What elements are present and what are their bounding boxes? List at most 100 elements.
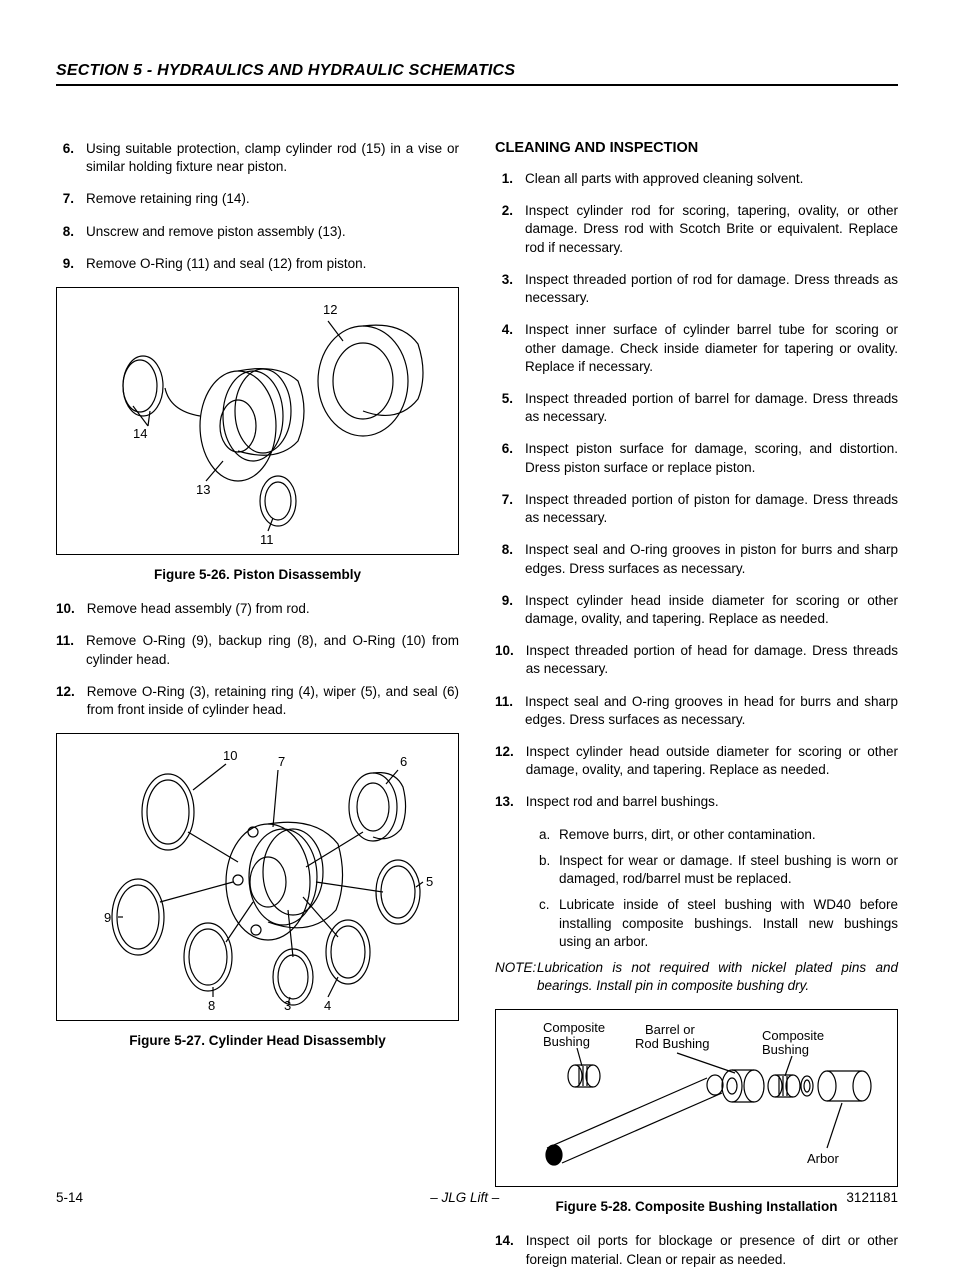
step-9: 9. Remove O-Ring (11) and seal (12) from… [56,255,459,273]
step-number: 2. [495,202,525,257]
step-7: 7.Inspect threaded portion of piston for… [495,491,898,527]
step-text: Inspect threaded portion of piston for d… [525,491,898,527]
step-number: 8. [56,223,86,241]
callout-8: 8 [208,998,215,1012]
left-column: 6. Using suitable protection, clamp cyli… [56,140,459,1283]
step-text: Clean all parts with approved cleaning s… [525,170,898,188]
step-text: Inspect threaded portion of rod for dama… [525,271,898,307]
note-label: NOTE: [495,959,537,995]
label-composite-2a: Composite [762,1028,824,1043]
callout-4: 4 [324,998,331,1012]
disassembly-steps-b: 10. Remove head assembly (7) from rod. 1… [56,600,459,719]
callout-11: 11 [260,532,274,546]
step-number: 7. [495,491,525,527]
page-footer: 5-14 – JLG Lift – 3121181 [56,1190,898,1205]
callout-14: 14 [133,426,147,441]
step-number: 1. [495,170,525,188]
callout-9: 9 [104,910,111,925]
step-5: 5.Inspect threaded portion of barrel for… [495,390,898,426]
step-text: Remove O-Ring (9), backup ring (8), and … [86,632,459,668]
step-number: 9. [56,255,86,273]
step-number: 10. [56,600,87,618]
step-number: 3. [495,271,525,307]
label-barrel-a: Barrel or [645,1022,696,1037]
piston-disassembly-diagram: 12 14 13 11 [78,296,438,546]
step-number: 7. [56,190,86,208]
substep-text: Inspect for wear or damage. If steel bus… [559,852,898,888]
section-header: SECTION 5 - HYDRAULICS AND HYDRAULIC SCH… [56,62,898,86]
step-number: 11. [495,693,525,729]
step-number: 6. [495,440,525,476]
label-barrel-b: Rod Bushing [635,1036,709,1051]
callout-13: 13 [196,482,210,497]
label-composite-1b: Bushing [543,1034,590,1049]
callout-5: 5 [426,874,433,889]
step-text: Inspect inner surface of cylinder barrel… [525,321,898,376]
disassembly-steps-a: 6. Using suitable protection, clamp cyli… [56,140,459,273]
step-text: Using suitable protection, clamp cylinde… [86,140,459,176]
step-text: Inspect oil ports for blockage or presen… [526,1232,898,1268]
step-text: Remove O-Ring (11) and seal (12) from pi… [86,255,459,273]
footer-page-number: 5-14 [56,1190,83,1205]
note-text: Lubrication is not required with nickel … [537,959,898,995]
step-11: 11.Inspect seal and O-ring grooves in he… [495,693,898,729]
step-number: 9. [495,592,525,628]
callout-7: 7 [278,754,285,769]
step-1: 1.Clean all parts with approved cleaning… [495,170,898,188]
callout-6: 6 [400,754,407,769]
callout-10: 10 [223,748,237,763]
step-7: 7. Remove retaining ring (14). [56,190,459,208]
step-number: 13. [495,793,526,811]
step-text: Inspect threaded portion of head for dam… [526,642,898,678]
label-composite-2b: Bushing [762,1042,809,1057]
step-text: Inspect seal and O-ring grooves in head … [525,693,898,729]
step-2: 2.Inspect cylinder rod for scoring, tape… [495,202,898,257]
step-13: 13.Inspect rod and barrel bushings. [495,793,898,811]
step-10: 10.Inspect threaded portion of head for … [495,642,898,678]
step-9: 9.Inspect cylinder head inside diameter … [495,592,898,628]
step-text: Unscrew and remove piston assembly (13). [86,223,459,241]
right-column: CLEANING AND INSPECTION 1.Clean all part… [495,140,898,1283]
step-8: 8.Inspect seal and O-ring grooves in pis… [495,541,898,577]
step-text: Inspect piston surface for damage, scori… [525,440,898,476]
substep-label: b. [537,852,559,888]
inspection-steps: 1.Clean all parts with approved cleaning… [495,170,898,812]
substep-text: Lubricate inside of steel bushing with W… [559,896,898,951]
substep-b: b.Inspect for wear or damage. If steel b… [537,852,898,888]
step-text: Inspect cylinder head outside diameter f… [526,743,898,779]
substep-a: a.Remove burrs, dirt, or other contamina… [537,826,898,844]
label-arbor: Arbor [807,1151,839,1166]
step-6: 6.Inspect piston surface for damage, sco… [495,440,898,476]
step-text: Inspect cylinder rod for scoring, taperi… [525,202,898,257]
step-number: 11. [56,632,86,668]
footer-doc-id: 3121181 [846,1190,898,1205]
step-number: 12. [495,743,526,779]
step-number: 14. [495,1232,526,1268]
step-number: 4. [495,321,525,376]
figure-5-27-caption: Figure 5-27. Cylinder Head Disassembly [56,1033,459,1048]
step-11: 11. Remove O-Ring (9), backup ring (8), … [56,632,459,668]
step-14: 14.Inspect oil ports for blockage or pre… [495,1232,898,1268]
step-number: 6. [56,140,86,176]
step-13-sublist: a.Remove burrs, dirt, or other contamina… [537,826,898,951]
composite-bushing-diagram: Composite Bushing Barrel or Rod Bushing … [507,1018,887,1178]
label-composite-1a: Composite [543,1020,605,1035]
figure-5-26-caption: Figure 5-26. Piston Disassembly [56,567,459,582]
figure-5-28-frame: Composite Bushing Barrel or Rod Bushing … [495,1009,898,1187]
step-number: 5. [495,390,525,426]
callout-12: 12 [323,302,337,317]
callout-3: 3 [284,998,291,1012]
step-6: 6. Using suitable protection, clamp cyli… [56,140,459,176]
step-number: 8. [495,541,525,577]
step-text: Remove retaining ring (14). [86,190,459,208]
step-number: 10. [495,642,526,678]
step-4: 4.Inspect inner surface of cylinder barr… [495,321,898,376]
substep-label: a. [537,826,559,844]
step-3: 3.Inspect threaded portion of rod for da… [495,271,898,307]
substep-text: Remove burrs, dirt, or other contaminati… [559,826,898,844]
step-text: Inspect threaded portion of barrel for d… [525,390,898,426]
step-text: Inspect rod and barrel bushings. [526,793,898,811]
cylinder-head-diagram: 10 7 6 5 4 3 8 9 [78,742,438,1012]
step-text: Remove head assembly (7) from rod. [87,600,459,618]
step-8: 8. Unscrew and remove piston assembly (1… [56,223,459,241]
